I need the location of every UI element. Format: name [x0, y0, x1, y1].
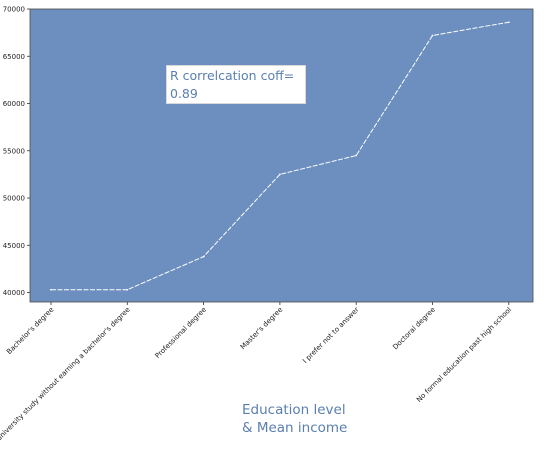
x-tick-label: Some college/university study without ea…: [0, 306, 132, 460]
x-axis-label: Education level & Mean income: [242, 402, 348, 436]
x-tick-label: Master's degree: [239, 306, 284, 351]
x-tick-label: I prefer not to answer: [301, 306, 360, 365]
plot-area: [29, 8, 534, 303]
y-tick-label: 55000: [3, 147, 25, 155]
data-point: [431, 34, 434, 37]
x-tick-label: No formal education past high school: [415, 306, 513, 404]
data-point: [279, 173, 281, 176]
x-tick-label: Bachelor's degree: [5, 306, 55, 356]
y-tick-label: 65000: [3, 53, 25, 61]
data-point: [50, 288, 52, 291]
data-point: [126, 288, 129, 291]
y-tick-label: 70000: [3, 6, 25, 14]
line-points: [50, 21, 510, 291]
data-point: [507, 21, 510, 24]
data-point: [202, 255, 205, 258]
correlation-annotation: R correlcation coff= 0.89: [166, 65, 306, 104]
y-tick-label: 50000: [3, 195, 25, 203]
x-tick-label: Doctoral degree: [391, 306, 437, 352]
data-point: [355, 154, 358, 157]
y-tick-label: 60000: [3, 100, 25, 108]
correlation-annotation-text: R correlcation coff= 0.89: [170, 68, 295, 101]
y-axis: 40000 45000 50000 55000 60000 65000 70000: [3, 6, 30, 297]
y-tick-label: 40000: [3, 289, 25, 297]
y-tick-label: 45000: [3, 242, 25, 250]
x-tick-label: Professional degree: [154, 306, 208, 360]
